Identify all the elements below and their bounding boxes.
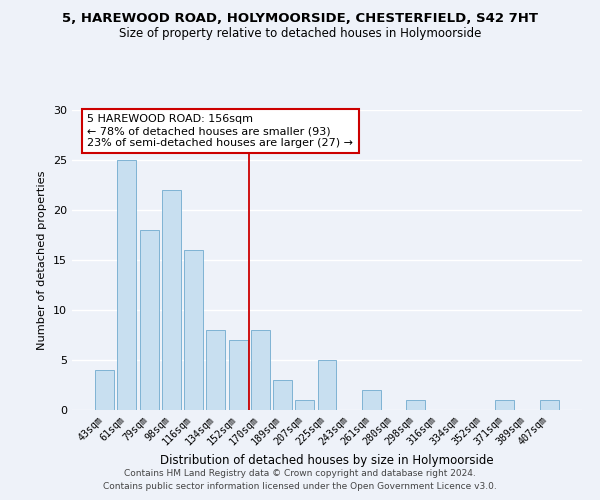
Bar bbox=[229, 340, 248, 410]
Bar bbox=[295, 400, 314, 410]
Bar bbox=[206, 330, 225, 410]
Text: Size of property relative to detached houses in Holymoorside: Size of property relative to detached ho… bbox=[119, 28, 481, 40]
Bar bbox=[540, 400, 559, 410]
Bar bbox=[251, 330, 270, 410]
Text: Contains HM Land Registry data © Crown copyright and database right 2024.: Contains HM Land Registry data © Crown c… bbox=[124, 468, 476, 477]
Y-axis label: Number of detached properties: Number of detached properties bbox=[37, 170, 47, 350]
Bar bbox=[95, 370, 114, 410]
Bar bbox=[362, 390, 381, 410]
Bar bbox=[273, 380, 292, 410]
Bar bbox=[496, 400, 514, 410]
Bar bbox=[118, 160, 136, 410]
Bar bbox=[184, 250, 203, 410]
Text: Contains public sector information licensed under the Open Government Licence v3: Contains public sector information licen… bbox=[103, 482, 497, 491]
Text: 5, HAREWOOD ROAD, HOLYMOORSIDE, CHESTERFIELD, S42 7HT: 5, HAREWOOD ROAD, HOLYMOORSIDE, CHESTERF… bbox=[62, 12, 538, 26]
Bar bbox=[162, 190, 181, 410]
Bar bbox=[140, 230, 158, 410]
Text: 5 HAREWOOD ROAD: 156sqm
← 78% of detached houses are smaller (93)
23% of semi-de: 5 HAREWOOD ROAD: 156sqm ← 78% of detache… bbox=[88, 114, 353, 148]
Bar bbox=[406, 400, 425, 410]
X-axis label: Distribution of detached houses by size in Holymoorside: Distribution of detached houses by size … bbox=[160, 454, 494, 468]
Bar bbox=[317, 360, 337, 410]
